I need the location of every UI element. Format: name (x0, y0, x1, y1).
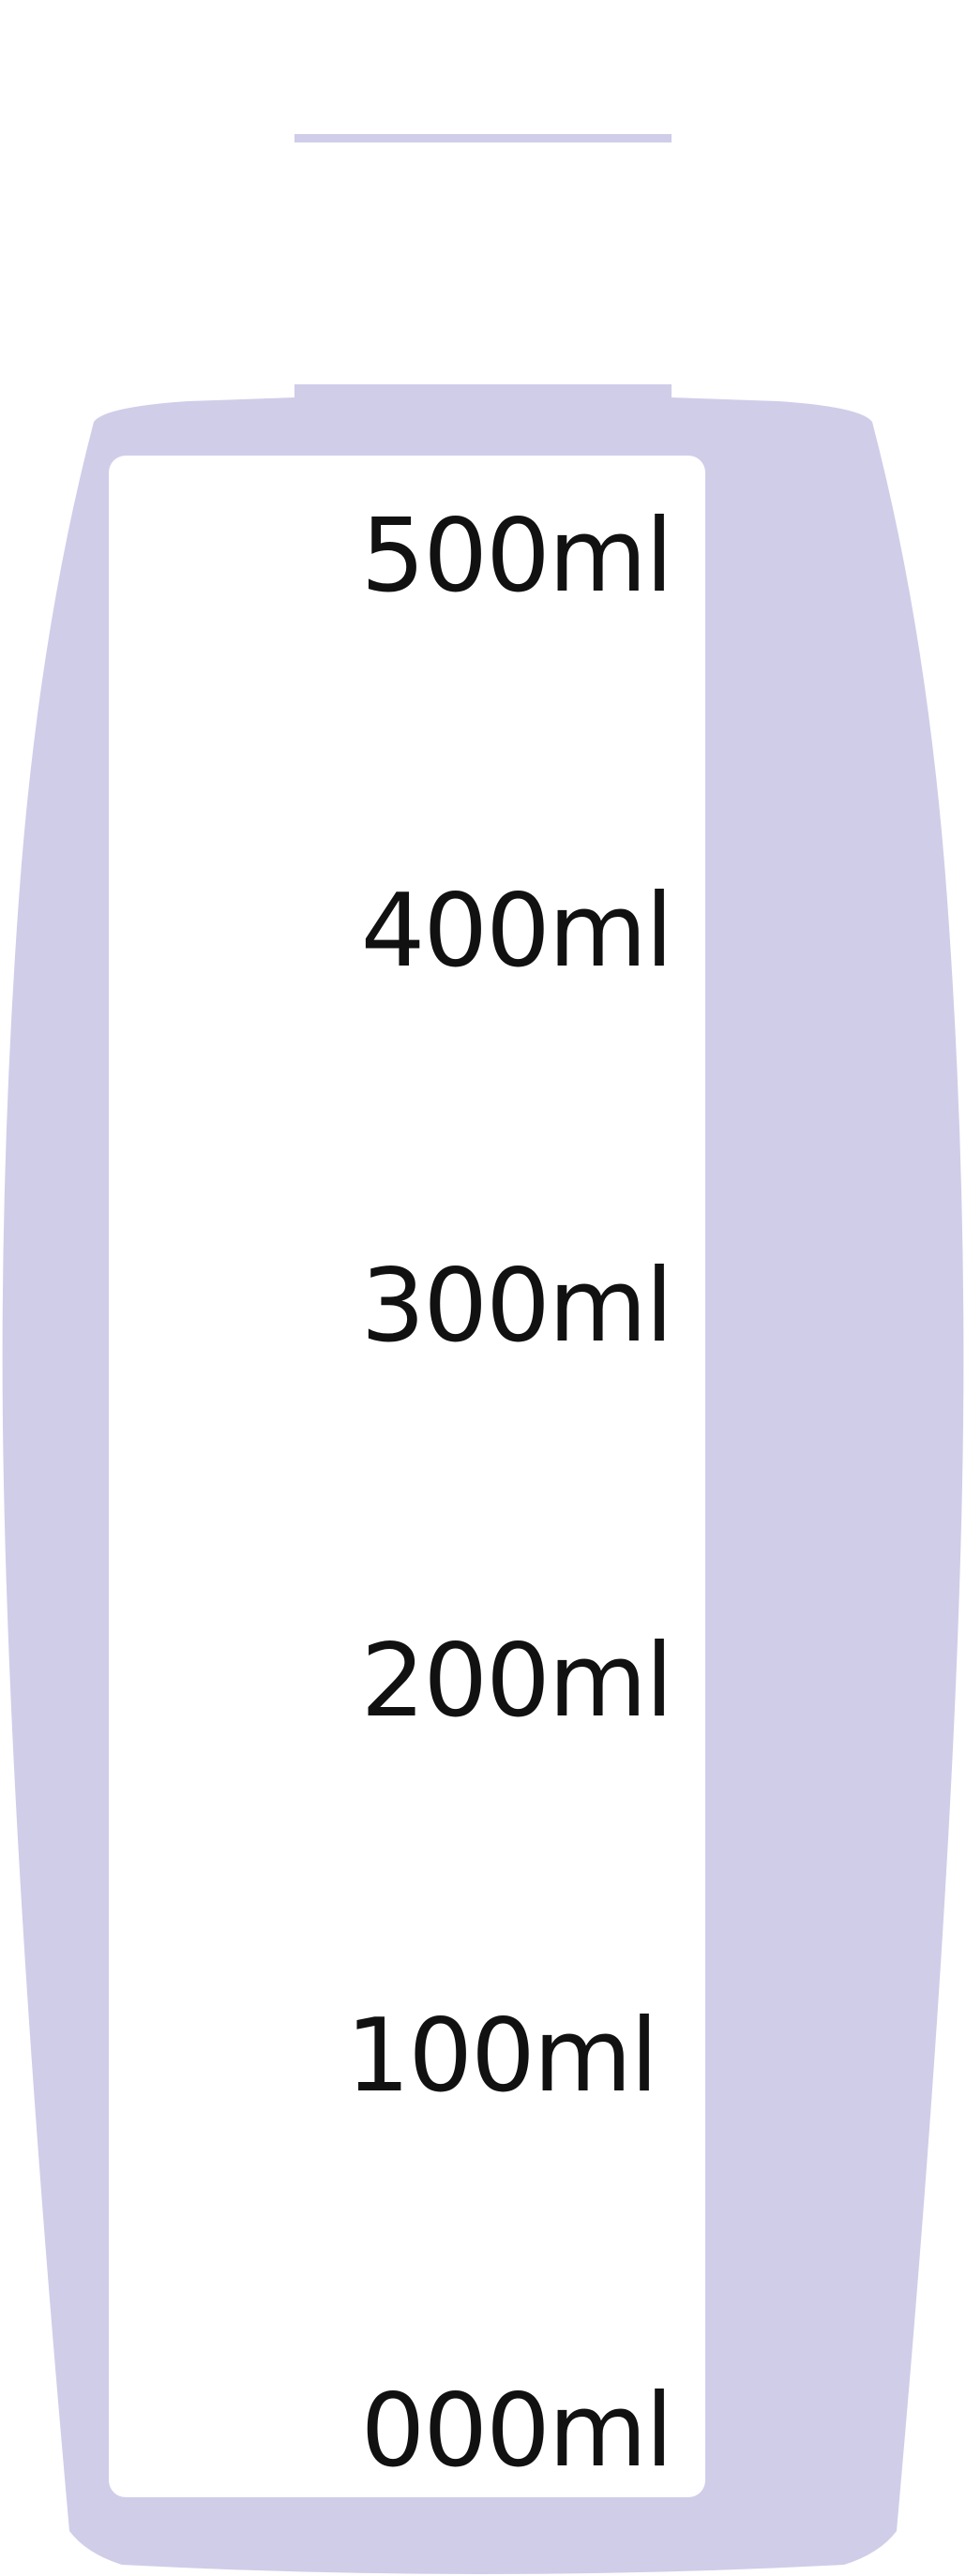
scale-label-200: 200ml (360, 1623, 673, 1740)
cap-line (294, 134, 672, 142)
label-panel (109, 456, 705, 2497)
scale-label-400: 400ml (360, 873, 673, 990)
scale-label-100: 100ml (345, 1998, 658, 2115)
scale-label-000: 000ml (360, 2373, 673, 2490)
scale-label-300: 300ml (360, 1248, 673, 1365)
scale-label-500: 500ml (360, 498, 673, 615)
